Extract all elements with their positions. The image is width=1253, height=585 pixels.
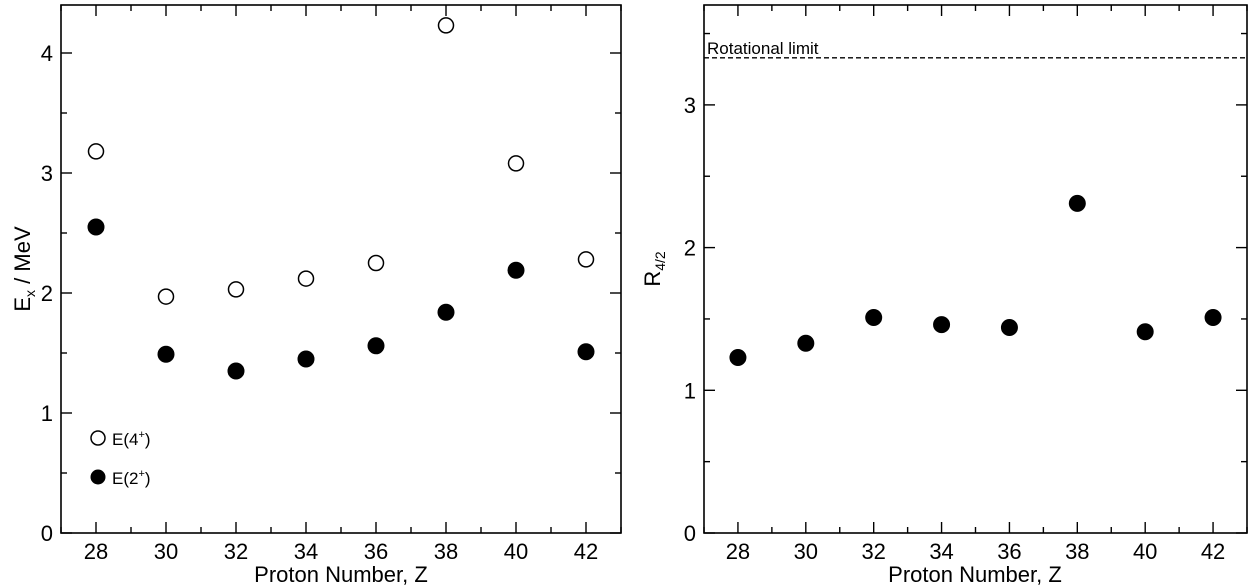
legend-label-e4-end: ): [145, 430, 151, 449]
left-series-0-point-z32: [227, 281, 245, 298]
right-series-0-point-z32: [865, 309, 883, 327]
legend-label-e2-main: E(2: [112, 469, 138, 488]
right-series-0-point-z42: [1204, 309, 1222, 327]
left-x-tick-label-40: 40: [504, 539, 528, 564]
right-x-tick-label-34: 34: [929, 539, 953, 564]
right-y-axis-title-subscript: 4/2: [652, 251, 668, 271]
right-x-tick-label-42: 42: [1201, 539, 1225, 564]
left-series-0-point-z28: [87, 143, 105, 160]
left-series-0-point-z36: [367, 254, 385, 272]
right-series-0-point-z34: [933, 316, 951, 334]
right-x-tick-label-32: 32: [861, 539, 885, 564]
left-series-1-point-z32: [227, 362, 245, 380]
right-x-tick-label-30: 30: [794, 539, 818, 564]
left-series-0-point-z38: [437, 17, 455, 34]
right-x-tick-label-28: 28: [726, 539, 750, 564]
right-plot-frame: [703, 4, 1248, 534]
legend-marker-filled-circle: [90, 469, 106, 485]
legend-label-e2: E(2+): [112, 468, 151, 488]
legend-marker-open-circle: [90, 430, 106, 446]
right-series-0-point-z38: [1068, 194, 1086, 212]
right-y-axis-title-main: R: [640, 271, 665, 287]
left-y-axis-title-main: E: [10, 297, 35, 312]
right-x-axis-title: Proton Number, Z: [888, 562, 1062, 585]
right-x-tick-label-40: 40: [1133, 539, 1157, 564]
left-y-tick-label-4: 4: [41, 41, 53, 66]
right-y-tick-label-1: 1: [684, 378, 696, 403]
right-axis-ticks: 28 30 32 34 36 38 40 42 0 1 2 3: [684, 5, 1248, 564]
left-series-0-point-z30: [157, 288, 175, 305]
right-x-tick-label-36: 36: [997, 539, 1021, 564]
right-y-tick-label-2: 2: [684, 236, 696, 261]
left-series-0-point-z34: [297, 270, 315, 287]
rotational-limit-label: Rotational limit: [707, 39, 819, 58]
left-x-tick-label-34: 34: [294, 539, 318, 564]
legend-label-e2-sup: +: [138, 468, 144, 480]
right-series-0-point-z40: [1136, 323, 1154, 341]
left-series-0-point-z42: [577, 251, 595, 268]
left-y-tick-label-3: 3: [41, 161, 53, 186]
left-series-1-point-z34: [297, 350, 315, 368]
right-y-tick-label-0: 0: [684, 521, 696, 546]
left-y-axis-title-unit: / MeV: [10, 226, 35, 290]
left-y-axis-title: Ex / MeV: [10, 226, 38, 312]
left-series-1-point-z30: [157, 345, 175, 363]
left-x-tick-label-30: 30: [154, 539, 178, 564]
left-series-1-point-z28: [87, 218, 105, 236]
right-series-0-point-z28: [729, 348, 747, 366]
legend-label-e4: E(4+): [112, 429, 151, 449]
left-x-tick-label-36: 36: [364, 539, 388, 564]
legend-label-e4-main: E(4: [112, 430, 138, 449]
left-data-marks: [87, 17, 595, 380]
left-x-tick-label-28: 28: [84, 539, 108, 564]
left-series-1-point-z36: [367, 337, 385, 355]
left-series-1-point-z42: [577, 343, 595, 361]
right-y-tick-label-3: 3: [684, 93, 696, 118]
left-series-1-point-z38: [437, 303, 455, 321]
legend-label-e4-sup: +: [138, 429, 144, 441]
left-x-tick-label-38: 38: [434, 539, 458, 564]
right-data-marks: [729, 194, 1222, 366]
left-x-axis-title: Proton Number, Z: [254, 562, 428, 585]
left-plot-frame: [60, 4, 622, 534]
left-y-axis-title-subscript: x: [22, 290, 38, 297]
right-series-0-point-z36: [1000, 319, 1018, 337]
left-y-tick-label-0: 0: [41, 521, 53, 546]
right-y-axis-title: R4/2: [640, 251, 668, 287]
left-series-1-point-z40: [507, 261, 525, 279]
legend-label-e2-end: ): [145, 469, 151, 488]
left-y-tick-label-2: 2: [41, 281, 53, 306]
right-x-tick-label-38: 38: [1065, 539, 1089, 564]
left-x-tick-label-42: 42: [574, 539, 598, 564]
left-x-tick-label-32: 32: [224, 539, 248, 564]
left-series-0-point-z40: [507, 155, 525, 172]
left-y-tick-label-1: 1: [41, 401, 53, 426]
legend: E(4+) E(2+): [90, 429, 151, 488]
right-chart-panel: 28 30 32 34 36 38 40 42 0 1 2 3 Rotational limit Pr…: [640, 4, 1248, 585]
right-series-0-point-z30: [797, 334, 815, 352]
